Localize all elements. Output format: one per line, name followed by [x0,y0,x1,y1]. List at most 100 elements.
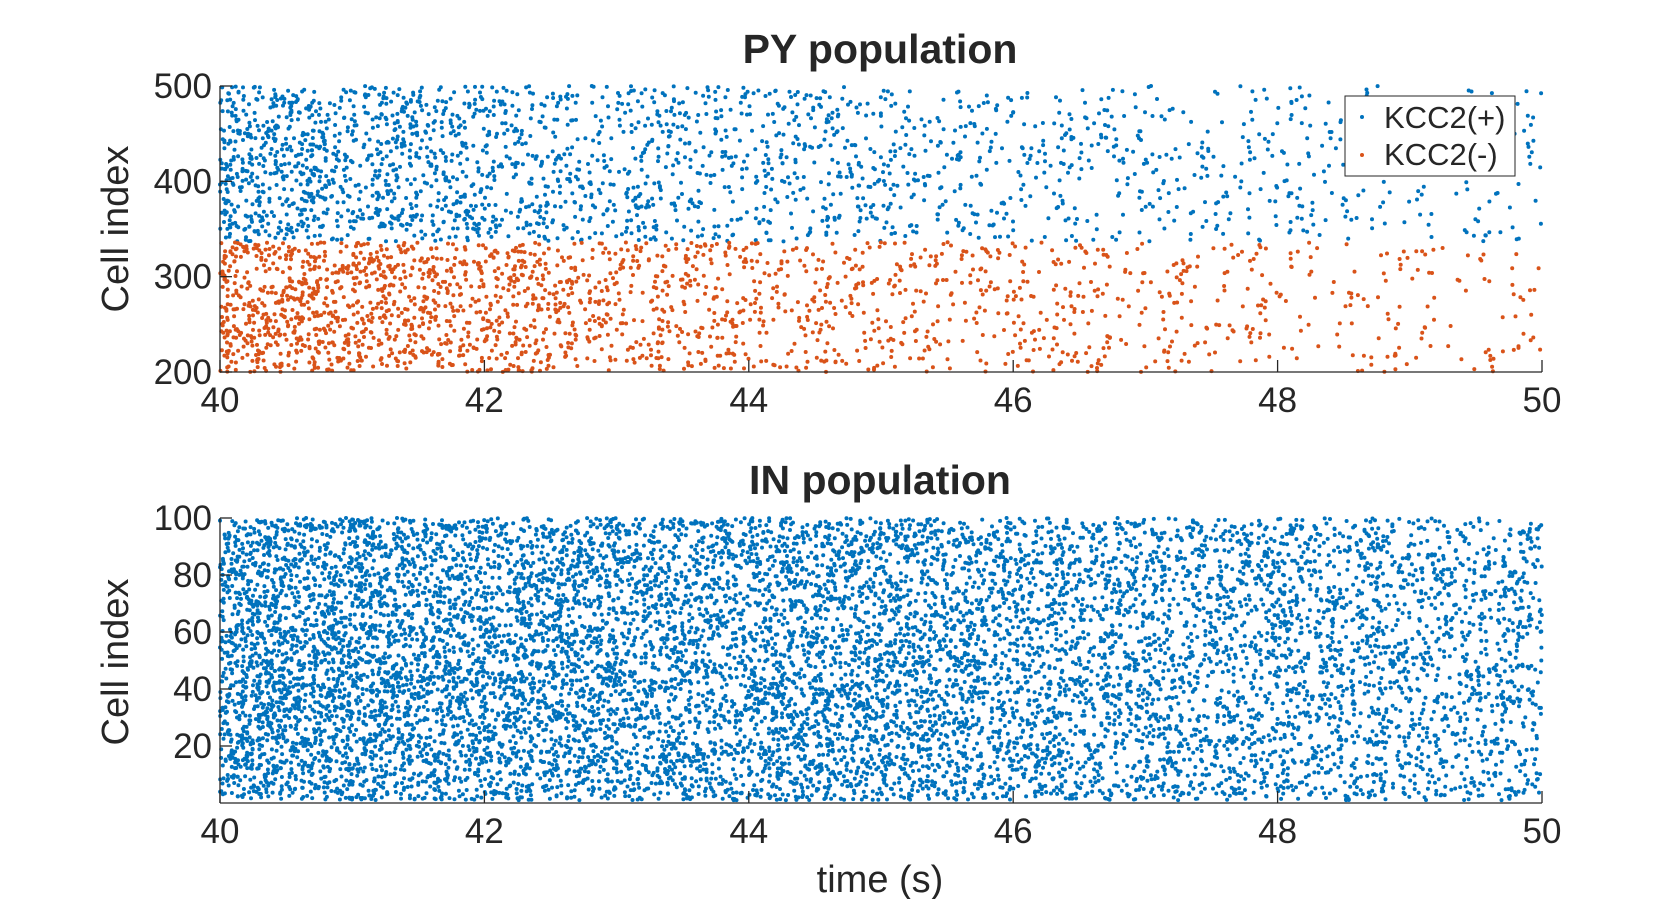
spike-dot [1182,186,1187,191]
spike-dot [922,198,927,203]
spike-dot [686,363,691,368]
spike-dot [604,84,609,89]
spike-dot [855,110,860,115]
spike-dot [988,145,993,150]
spike-dot [1086,321,1091,326]
spike-dot [843,305,848,310]
spike-dot [1073,245,1078,250]
spike-dot [534,154,539,159]
spike-dot [941,127,946,132]
spike-dot [234,224,239,228]
spike-dot [346,208,350,213]
spike-dot [519,132,524,137]
spike-dot [300,224,305,229]
spike-dot [639,167,644,172]
spike-dot [257,213,262,218]
spike-dot [699,325,704,330]
spike-dot [240,169,245,174]
spike-dot [623,240,628,245]
spike-dot [655,112,660,117]
spike-dot [480,202,485,207]
spike-dot [306,337,311,342]
spike-dot [268,343,273,348]
spike-dot [1227,323,1232,328]
spike-dot [448,340,453,345]
spike-dot [425,154,430,159]
spike-dot [1390,554,1394,559]
spike-dot [337,131,342,136]
spike-dot [339,241,344,246]
spike-dot [1089,364,1094,369]
spike-dot [300,89,305,94]
spike-dot [337,139,342,144]
spike-dot [892,193,897,198]
spike-dot [958,105,963,110]
spike-dot [309,241,314,246]
spike-dot [439,342,444,347]
spike-dot [593,299,598,304]
spike-dot [299,172,304,177]
spike-dot [1262,136,1267,141]
spike-dot [246,181,251,186]
spike-dot [633,196,638,201]
spike-dot [260,182,265,187]
spike-dot [757,291,762,296]
spike-dot [1139,208,1144,212]
spike-dot [1167,293,1172,298]
spike-dot [405,113,410,118]
spike-dot [301,130,306,135]
spike-dot [781,132,786,137]
spike-dot [444,177,449,182]
spike-dot [1077,156,1082,161]
spike-dot [242,302,247,307]
spike-dot [304,199,309,204]
spike-dot [769,187,774,192]
spike-dot [931,322,935,327]
spike-dot [820,218,825,223]
spike-dot [669,305,674,310]
spike-dot [704,112,709,116]
spike-dot [530,301,535,306]
spike-dot [222,220,226,224]
spike-dot [746,356,751,361]
spike-dot [1247,191,1252,196]
spike-dot [1448,324,1453,328]
spike-dot [371,335,376,340]
spike-dot [660,129,665,134]
spike-dot [884,220,889,225]
spike-dot [689,241,694,245]
spike-dot [904,133,909,137]
spike-dot [271,335,276,340]
spike-dot [232,147,237,152]
spike-dot [765,144,770,149]
spike-dot [1222,246,1227,251]
spike-dot [241,244,246,249]
spike-dot [444,333,449,337]
spike-dot [531,91,535,96]
spike-dot [334,218,339,223]
spike-dot [414,195,419,200]
spike-dot [1103,313,1108,318]
spike-dot [1104,135,1109,140]
spike-dot [819,322,824,327]
spike-dot [312,214,317,219]
spike-dot [395,358,400,363]
spike-dot [1539,91,1544,96]
spike-dot [285,197,290,202]
spike-dot [820,306,824,310]
spike-dot [1182,351,1187,356]
spike-dot [1297,203,1302,208]
spike-dot [470,296,475,301]
spike-dot [1343,304,1348,309]
spike-dot [713,97,718,102]
spike-dot [242,249,247,254]
spike-dot [547,314,552,319]
spike-dot [958,150,963,155]
spike-dot [1538,165,1543,170]
spike-dot [936,170,941,175]
spike-dot [438,148,443,153]
spike-dot [693,329,698,334]
spike-dot [332,133,337,138]
spike-dot [878,95,883,100]
spike-dot [334,153,339,158]
